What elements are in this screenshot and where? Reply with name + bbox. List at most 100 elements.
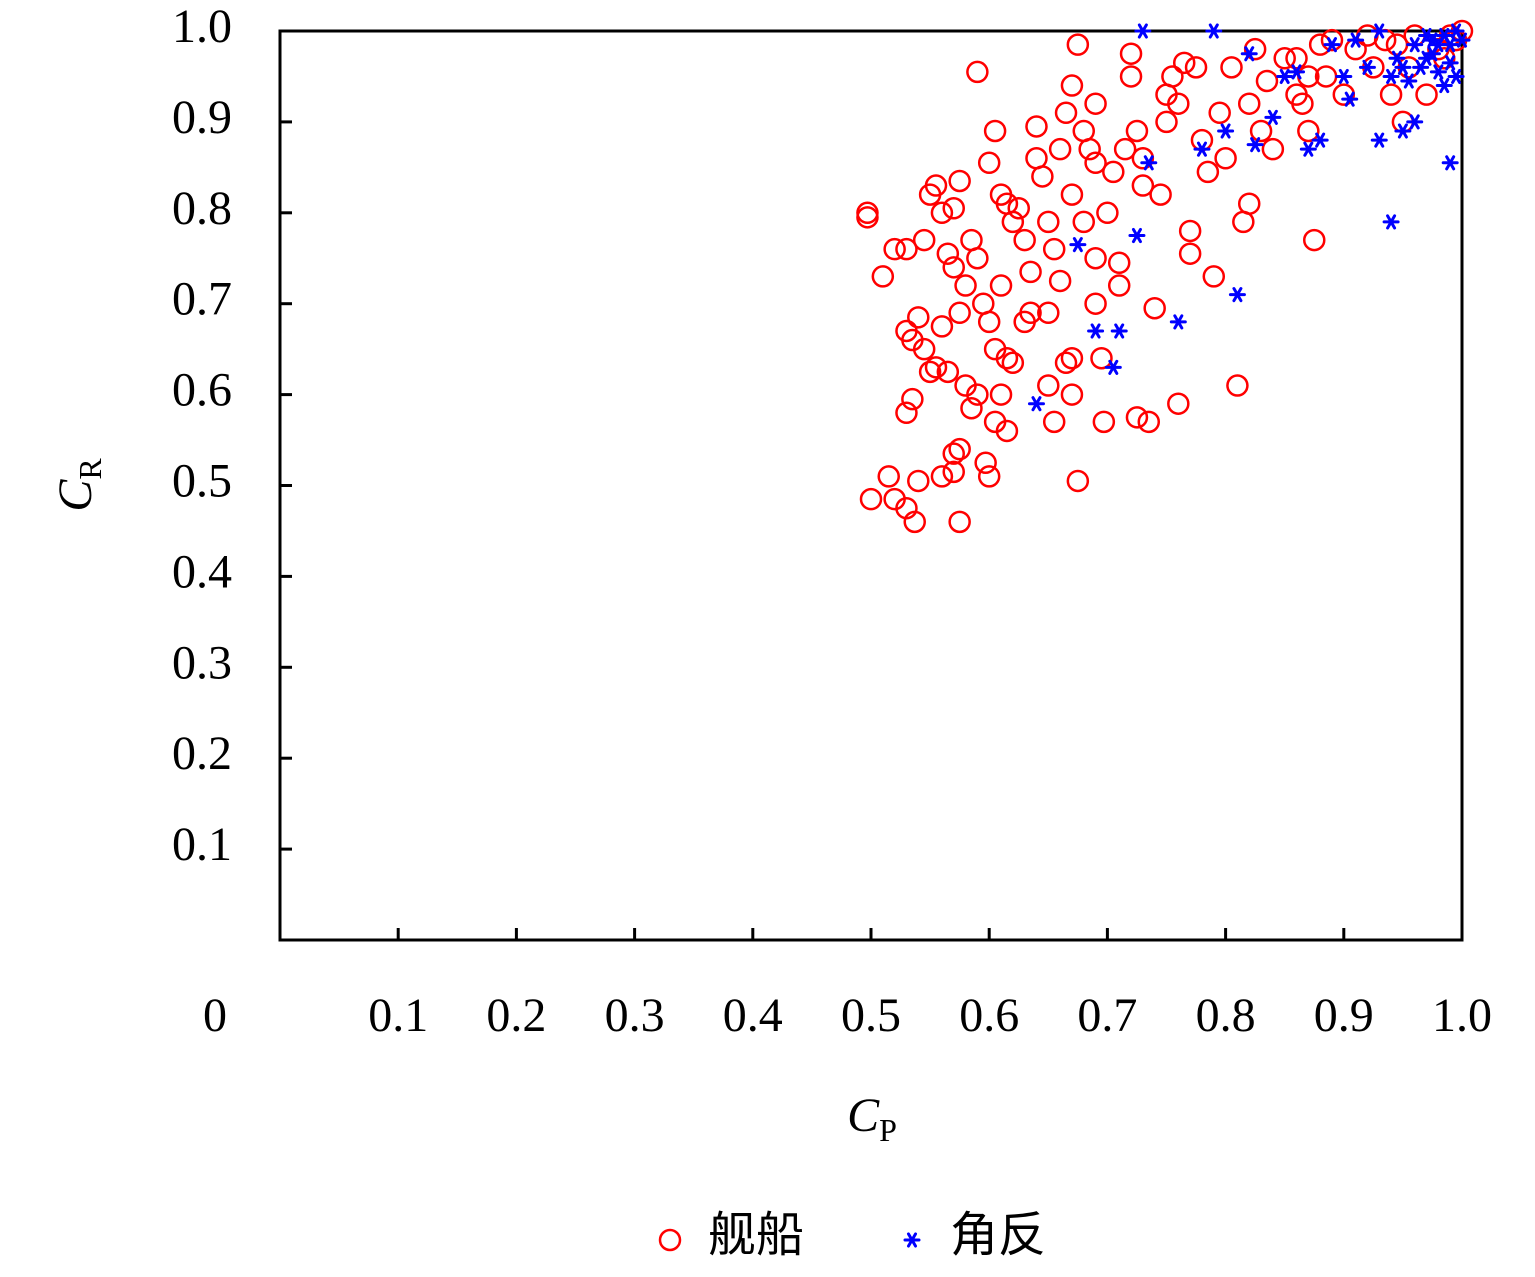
asterisk-stroke [1267, 109, 1278, 125]
point [1447, 68, 1465, 85]
point [1226, 374, 1249, 397]
asterisk-stroke [1409, 114, 1420, 130]
asterisk-stroke [1108, 359, 1119, 375]
point [1237, 192, 1261, 215]
point [1054, 101, 1078, 125]
point [1205, 23, 1223, 39]
point [1013, 228, 1036, 252]
asterisk-stroke [1291, 64, 1302, 80]
legend-label: 舰船 [708, 1209, 804, 1262]
point [1060, 183, 1084, 206]
point [1208, 101, 1231, 125]
point [1140, 155, 1158, 171]
asterisk-stroke [1445, 55, 1456, 71]
point [1297, 119, 1320, 143]
x-tick-label: 0.3 [605, 989, 665, 1042]
point [924, 174, 948, 197]
point [1394, 123, 1412, 139]
point [960, 396, 983, 420]
point [1084, 247, 1107, 270]
y-tick-label: 0.5 [172, 455, 232, 508]
point [856, 206, 879, 229]
asterisk-stroke [1397, 123, 1408, 139]
legend-label: 角反 [950, 1209, 1046, 1262]
legend-marker [658, 1228, 682, 1252]
asterisk-stroke [1457, 32, 1467, 48]
point [1125, 119, 1149, 143]
point [1406, 37, 1424, 53]
point [1435, 77, 1453, 94]
point [1217, 123, 1235, 139]
point [1288, 64, 1306, 80]
y-tick-label: 0.4 [172, 545, 232, 598]
asterisk-stroke [907, 1232, 917, 1248]
point [942, 256, 965, 279]
asterisk-stroke [1196, 141, 1207, 157]
point [1246, 137, 1264, 153]
asterisk-stroke [1031, 396, 1042, 412]
point [1394, 59, 1412, 75]
point [1027, 396, 1045, 412]
point [948, 169, 971, 193]
asterisk-stroke [1403, 73, 1414, 89]
point [1107, 274, 1131, 297]
point [1131, 174, 1155, 197]
y-tick-label: 0.1 [172, 818, 232, 871]
asterisk-stroke [1391, 50, 1402, 66]
x-tick-label: 0.8 [1196, 989, 1256, 1042]
asterisk-stroke [1326, 37, 1337, 53]
point [1096, 201, 1119, 225]
point [1418, 50, 1436, 66]
point [1113, 137, 1137, 161]
point [1072, 210, 1096, 234]
point [1167, 392, 1190, 415]
plot-frame [278, 29, 1464, 942]
point [1382, 68, 1400, 85]
point [995, 419, 1019, 443]
point [859, 487, 883, 511]
point [1169, 314, 1187, 330]
asterisk-stroke [1451, 23, 1462, 39]
point [1240, 46, 1258, 62]
asterisk-stroke [1451, 68, 1462, 85]
point [930, 315, 954, 338]
x-tick-label: 0.7 [1077, 989, 1137, 1042]
point [948, 437, 971, 461]
point [1303, 228, 1326, 252]
y-tick-label: 0.9 [172, 91, 232, 144]
point [948, 301, 971, 325]
asterisk-stroke [1362, 59, 1373, 75]
point [1007, 197, 1030, 220]
point [1273, 47, 1296, 70]
point [1001, 351, 1025, 375]
point [856, 201, 879, 225]
point [1031, 165, 1054, 188]
x-tick-label: 1.0 [1432, 989, 1492, 1042]
point [1037, 301, 1060, 325]
point [1048, 137, 1072, 161]
asterisk-stroke [1338, 68, 1349, 85]
point [1066, 469, 1090, 493]
x-tick-label: 0 [203, 989, 227, 1042]
point [901, 387, 924, 411]
asterisk-stroke [1374, 23, 1385, 39]
point [1107, 251, 1131, 275]
asterisk-stroke [1427, 32, 1438, 48]
point [942, 197, 965, 220]
point [1214, 147, 1237, 170]
asterisk-stroke [1250, 137, 1261, 153]
point [1178, 219, 1202, 243]
point [1087, 323, 1105, 339]
point [883, 237, 906, 261]
asterisk-stroke [1386, 68, 1397, 85]
asterisk-stroke [1315, 132, 1326, 148]
x-tick-label: 0.4 [723, 989, 783, 1042]
asterisk-stroke [1137, 23, 1148, 39]
point [1025, 115, 1048, 138]
y-tick-label: 0.3 [172, 636, 232, 689]
point [977, 465, 1001, 488]
point [1110, 323, 1128, 339]
y-tick-label: 0.6 [172, 364, 232, 417]
point [1249, 119, 1273, 143]
point [1311, 132, 1329, 148]
